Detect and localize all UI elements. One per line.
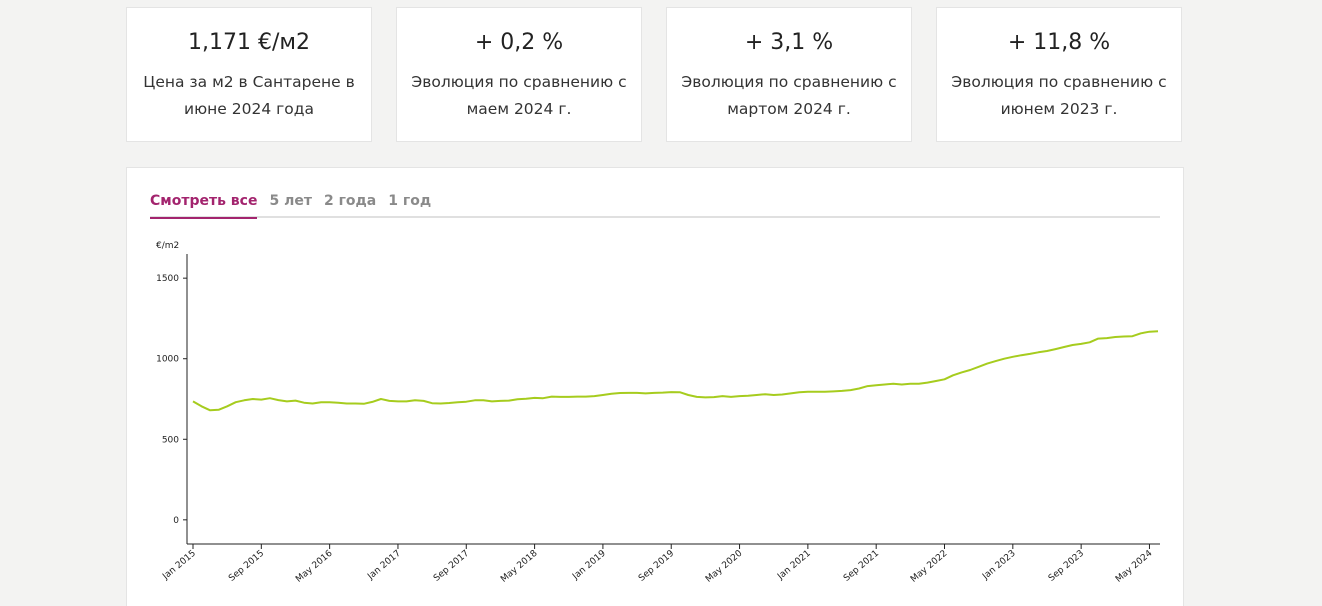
evolution-1-month-value: + 0,2 % [474, 30, 564, 55]
x-tick-label-12: Jan 2023 [980, 549, 1018, 583]
x-tick-label-4: Sep 2017 [432, 549, 471, 584]
y-tick-label-500: 500 [162, 435, 179, 445]
evolution-1-year-value: + 11,8 % [1007, 30, 1111, 55]
y-axis-unit: €/m2 [156, 241, 179, 251]
tab-2-years[interactable]: 2 года [323, 193, 377, 209]
x-tick-label-11: May 2022 [909, 549, 949, 585]
evolution-1-month-label: Эволюция по сравнению с маем 2024 г. [411, 73, 627, 118]
x-tick-label-3: Jan 2017 [365, 549, 403, 583]
evolution-3-months-value: + 3,1 % [744, 30, 834, 55]
chart-panel: Смотреть все 5 лет 2 года 1 год €/m2 0 500 10… [126, 167, 1184, 606]
period-tabs: Смотреть все 5 лет 2 года 1 год [150, 190, 1160, 219]
y-tick-label-1000: 1000 [156, 355, 179, 365]
stat-card-price: 1,171 €/м2 Цена за м2 в Сантарене в июне… [126, 7, 372, 142]
tab-1-year[interactable]: 1 год [388, 193, 432, 209]
evolution-1-year-label: Эволюция по сравнению с июнем 2023 г. [951, 73, 1167, 118]
price-value: 1,171 €/м2 [188, 30, 310, 55]
x-tick-label-2: May 2016 [294, 548, 335, 584]
tab-5-years[interactable]: 5 лет [269, 193, 312, 209]
price-label: Цена за м2 в Сантарене в июне 2024 года [143, 73, 355, 118]
tab-all[interactable]: Смотреть все [150, 193, 258, 219]
x-tick-label-7: Sep 2019 [637, 548, 676, 583]
stat-card-3-months: + 3,1 % Эволюция по сравнению с мартом 2… [666, 7, 912, 142]
x-tick-label-9: Jan 2021 [775, 549, 813, 583]
y-ticks: 0 500 1000 1500 [156, 274, 187, 526]
x-ticks: Jan 2015 Sep 2015 May 2016 Jan 2017 Sep 2017… [160, 544, 1155, 585]
y-tick-label-1500: 1500 [156, 274, 179, 284]
evolution-3-months-label: Эволюция по сравнению с мартом 2024 г. [681, 73, 897, 118]
x-tick-label-1: Sep 2015 [227, 549, 266, 584]
price-chart: €/m2 0 500 1000 1500 Jan 2015 Sep 2015 May 20… [156, 241, 1160, 585]
y-tick-label-0: 0 [173, 516, 179, 526]
x-tick-label-13: Sep 2023 [1047, 549, 1086, 584]
stat-card-1-month: + 0,2 % Эволюция по сравнению с маем 202… [396, 7, 642, 142]
x-tick-label-14: May 2024 [1114, 548, 1155, 584]
x-tick-label-10: Sep 2021 [842, 549, 881, 584]
x-tick-label-0: Jan 2015 [160, 549, 198, 583]
x-tick-label-8: May 2020 [704, 548, 745, 584]
x-tick-label-5: May 2018 [499, 548, 540, 584]
stat-card-1-year: + 11,8 % Эволюция по сравнению с июнем 2… [936, 7, 1182, 142]
x-tick-label-6: Jan 2019 [570, 548, 608, 582]
price-series-line [192, 330, 1159, 412]
